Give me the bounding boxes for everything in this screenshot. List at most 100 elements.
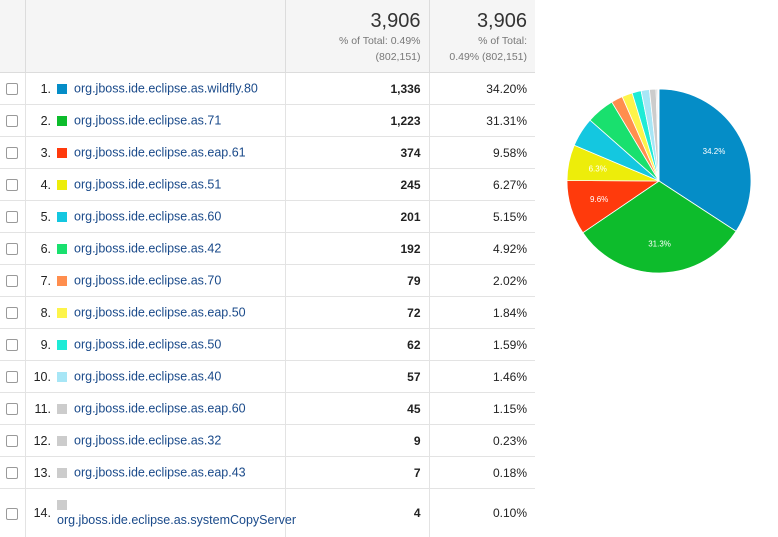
row-checkbox[interactable] [6,83,18,95]
row-dimension-link[interactable]: org.jboss.ide.eclipse.as.eap.50 [74,306,246,320]
row-sessions: 7 [285,457,429,489]
row-dimension-link[interactable]: org.jboss.ide.eclipse.as.70 [74,274,221,288]
row-index: 12. [25,425,57,457]
row-check-cell [0,393,25,425]
row-percent: 2.02% [429,265,535,297]
row-dimension-cell: org.jboss.ide.eclipse.as.eap.43 [57,457,285,489]
row-index: 1. [25,73,57,105]
header-dimension-cell [25,0,285,73]
row-dimension-link[interactable]: org.jboss.ide.eclipse.as.32 [74,434,221,448]
totals-header-row: 3,906 % of Total: 0.49% (802,151) 3,906 … [0,0,535,73]
row-dimension-link[interactable]: org.jboss.ide.eclipse.as.eap.61 [74,146,246,160]
sessions-total-cell: 3,906 % of Total: 0.49% (802,151) [285,0,429,73]
row-color-swatch [57,372,67,382]
row-color-swatch [57,244,67,254]
row-check-cell [0,457,25,489]
row-dimension-link[interactable]: org.jboss.ide.eclipse.as.60 [74,210,221,224]
row-color-swatch [57,340,67,350]
row-index: 2. [25,105,57,137]
row-dimension-link[interactable]: org.jboss.ide.eclipse.as.40 [74,370,221,384]
row-checkbox[interactable] [6,339,18,351]
row-checkbox[interactable] [6,467,18,479]
percent-base-total: 0.49% (802,151) [430,51,528,64]
row-color-swatch [57,84,67,94]
row-percent: 1.59% [429,329,535,361]
row-percent: 0.23% [429,425,535,457]
sessions-pct-of-total: % of Total: 0.49% [286,35,421,48]
row-dimension-cell: org.jboss.ide.eclipse.as.40 [57,361,285,393]
row-dimension-link[interactable]: org.jboss.ide.eclipse.as.50 [74,338,221,352]
row-dimension-link[interactable]: org.jboss.ide.eclipse.as.eap.60 [74,402,246,416]
row-check-cell [0,329,25,361]
row-percent: 1.46% [429,361,535,393]
row-checkbox[interactable] [6,435,18,447]
row-color-swatch [57,148,67,158]
row-sessions: 201 [285,201,429,233]
row-dimension-cell: org.jboss.ide.eclipse.as.32 [57,425,285,457]
row-checkbox[interactable] [6,275,18,287]
table-row: 14.org.jboss.ide.eclipse.as.systemCopySe… [0,489,535,537]
row-dimension-cell: org.jboss.ide.eclipse.as.eap.50 [57,297,285,329]
row-percent: 0.18% [429,457,535,489]
row-sessions: 57 [285,361,429,393]
row-index: 10. [25,361,57,393]
percent-total-cell: 3,906 % of Total: 0.49% (802,151) [429,0,535,73]
row-dimension-link[interactable]: org.jboss.ide.eclipse.as.systemCopyServe… [57,513,296,527]
row-dimension-link[interactable]: org.jboss.ide.eclipse.as.wildfly.80 [74,82,258,96]
percent-column-total: 3,906 [430,10,528,32]
row-check-cell [0,425,25,457]
row-dimension-link[interactable]: org.jboss.ide.eclipse.as.42 [74,242,221,256]
row-color-swatch [57,212,67,222]
row-color-swatch [57,500,67,510]
row-sessions: 4 [285,489,429,537]
row-check-cell [0,73,25,105]
report-table: 3,906 % of Total: 0.49% (802,151) 3,906 … [0,0,535,537]
row-index: 7. [25,265,57,297]
row-check-cell [0,137,25,169]
row-sessions: 1,223 [285,105,429,137]
row-check-cell [0,265,25,297]
row-sessions: 192 [285,233,429,265]
row-checkbox[interactable] [6,243,18,255]
row-sessions: 245 [285,169,429,201]
row-checkbox[interactable] [6,179,18,191]
row-check-cell [0,169,25,201]
row-color-swatch [57,276,67,286]
row-check-cell [0,233,25,265]
row-color-swatch [57,116,67,126]
sessions-base-total: (802,151) [286,51,421,64]
row-dimension-link[interactable]: org.jboss.ide.eclipse.as.71 [74,114,221,128]
row-checkbox[interactable] [6,307,18,319]
row-dimension-cell: org.jboss.ide.eclipse.as.eap.61 [57,137,285,169]
row-dimension-cell: org.jboss.ide.eclipse.as.42 [57,233,285,265]
row-checkbox[interactable] [6,211,18,223]
row-percent: 4.92% [429,233,535,265]
pie-slice-label-2: 31.3% [648,240,671,249]
row-percent: 9.58% [429,137,535,169]
row-checkbox[interactable] [6,115,18,127]
row-dimension-link[interactable]: org.jboss.ide.eclipse.as.51 [74,178,221,192]
row-check-cell [0,297,25,329]
row-color-swatch [57,308,67,318]
row-checkbox[interactable] [6,147,18,159]
row-color-swatch [57,404,67,414]
row-checkbox[interactable] [6,403,18,415]
row-dimension-cell: org.jboss.ide.eclipse.as.51 [57,169,285,201]
row-color-swatch [57,468,67,478]
row-checkbox[interactable] [6,371,18,383]
row-sessions: 374 [285,137,429,169]
row-dimension-cell: org.jboss.ide.eclipse.as.71 [57,105,285,137]
row-checkbox[interactable] [6,508,18,520]
header-check-cell [0,0,25,73]
row-dimension-cell: org.jboss.ide.eclipse.as.eap.60 [57,393,285,425]
row-sessions: 1,336 [285,73,429,105]
row-index: 11. [25,393,57,425]
row-dimension-link[interactable]: org.jboss.ide.eclipse.as.eap.43 [74,466,246,480]
row-check-cell [0,105,25,137]
row-color-swatch [57,180,67,190]
